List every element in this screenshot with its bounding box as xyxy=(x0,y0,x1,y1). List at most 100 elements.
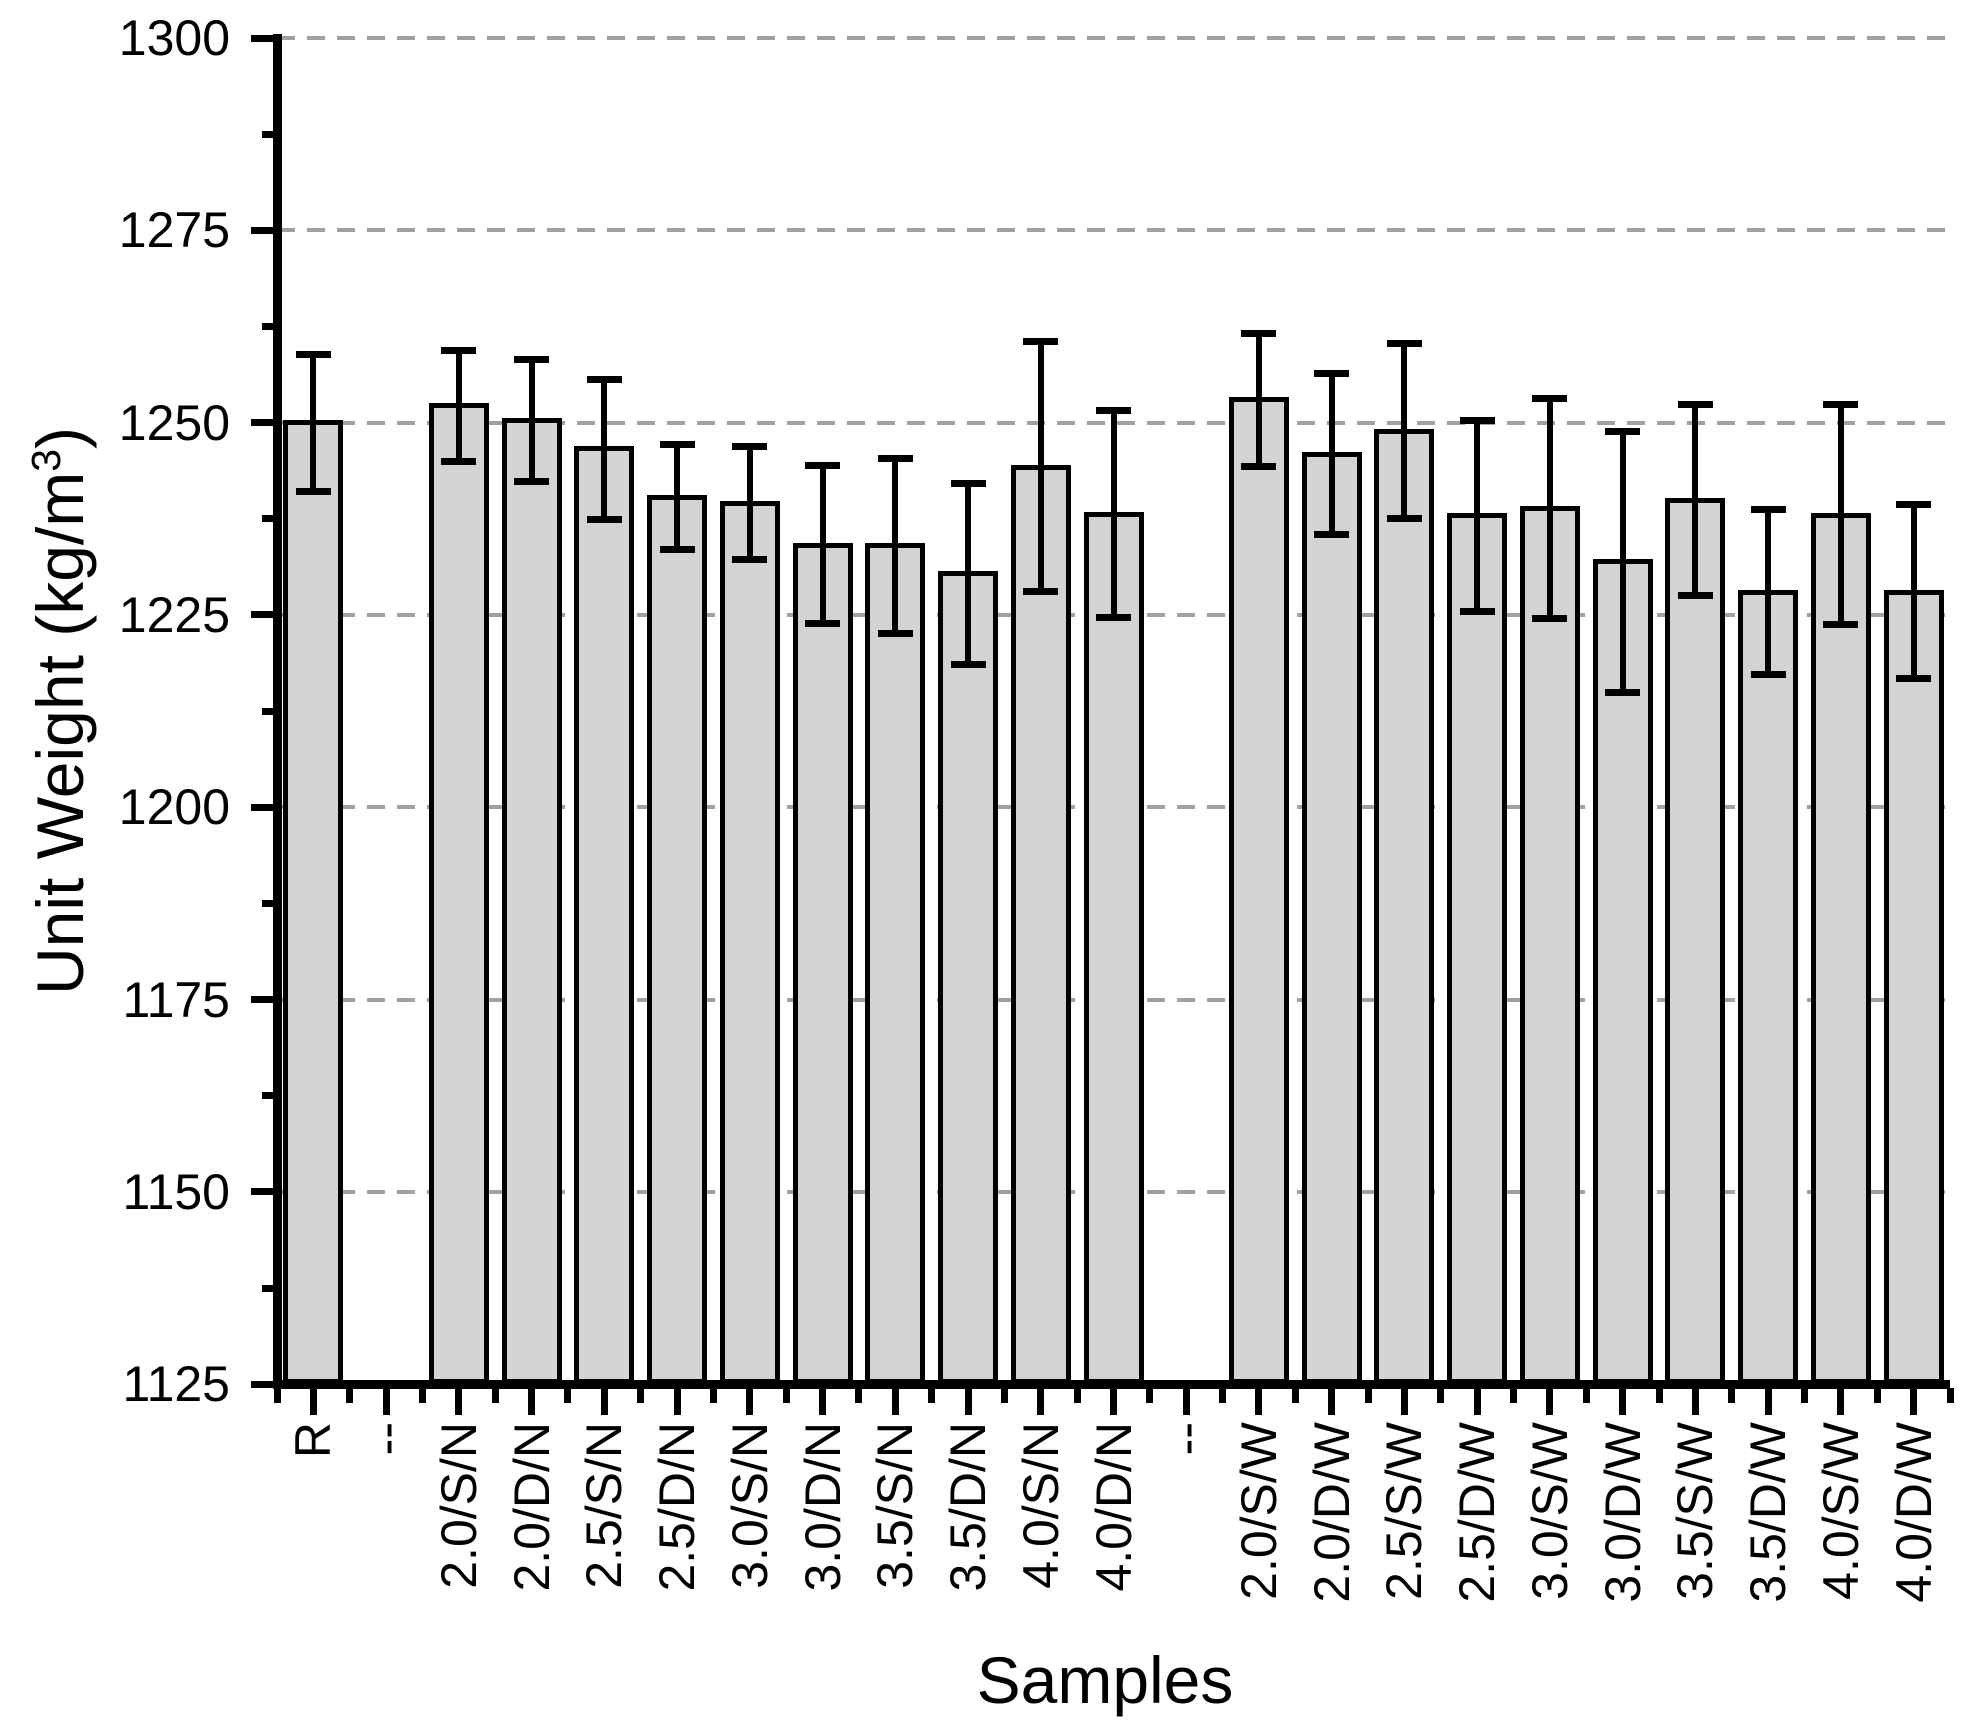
x-axis-minor-tick xyxy=(1801,1388,1809,1404)
x-tick-label: 3.0/S/W xyxy=(1521,1422,1578,1600)
error-bar-line xyxy=(1328,373,1335,535)
x-axis-major-tick xyxy=(1255,1388,1263,1416)
x-axis-minor-tick xyxy=(637,1388,645,1404)
error-bar-cap-top xyxy=(1823,400,1859,408)
gridline xyxy=(277,36,1950,40)
x-tick-label: 3.0/S/N xyxy=(721,1422,778,1589)
y-axis-minor-tick xyxy=(262,707,277,715)
error-bar-cap-bottom xyxy=(1532,614,1568,622)
x-tick-label: 3.5/D/N xyxy=(940,1422,997,1592)
x-tick-label: 4.0/D/N xyxy=(1085,1422,1142,1592)
x-axis-major-tick xyxy=(1619,1388,1627,1416)
error-bar-line xyxy=(1110,410,1117,618)
error-bar-line xyxy=(455,350,462,462)
bar xyxy=(1519,505,1580,1385)
x-axis-minor-tick xyxy=(1655,1388,1663,1404)
x-axis-minor-tick xyxy=(1291,1388,1299,1404)
x-axis-major-tick xyxy=(1691,1388,1699,1416)
y-axis-minor-tick xyxy=(262,899,277,907)
x-tick-label: 3.5/S/W xyxy=(1667,1422,1724,1600)
error-bar-cap-bottom xyxy=(514,477,550,485)
x-axis-minor-tick xyxy=(1146,1388,1154,1404)
error-bar-cap-top xyxy=(950,479,986,487)
error-bar-line xyxy=(1619,431,1626,693)
x-axis-major-tick xyxy=(964,1388,972,1416)
x-axis-minor-tick xyxy=(1582,1388,1590,1404)
y-axis-major-tick xyxy=(251,803,277,811)
y-axis-line xyxy=(272,33,282,1389)
error-bar-line xyxy=(1474,420,1481,612)
x-axis-minor-tick xyxy=(1510,1388,1518,1404)
x-axis-minor-tick xyxy=(491,1388,499,1404)
bar xyxy=(1374,429,1435,1385)
y-axis-major-tick xyxy=(251,996,277,1004)
error-bar-line xyxy=(819,465,826,624)
error-bar-line xyxy=(892,458,899,634)
x-axis-major-tick xyxy=(1910,1388,1918,1416)
bar xyxy=(1810,513,1871,1385)
y-axis-major-tick xyxy=(251,1188,277,1196)
y-axis-major-tick xyxy=(251,1380,277,1388)
bar xyxy=(501,417,562,1385)
y-axis-major-tick xyxy=(251,226,277,234)
x-tick-label: 3.0/D/W xyxy=(1594,1422,1651,1603)
error-bar-cap-bottom xyxy=(805,619,841,627)
x-axis-minor-tick xyxy=(1873,1388,1881,1404)
error-bar-cap-bottom xyxy=(1023,587,1059,595)
error-bar-cap-bottom xyxy=(1314,531,1350,539)
error-bar-cap-bottom xyxy=(1823,621,1859,629)
x-tick-label: 3.5/D/W xyxy=(1740,1422,1797,1603)
x-axis-minor-tick xyxy=(564,1388,572,1404)
bar xyxy=(1083,512,1144,1385)
x-axis-major-tick xyxy=(891,1388,899,1416)
x-axis-line xyxy=(272,1379,1950,1389)
x-tick-label: -- xyxy=(1158,1422,1215,1456)
error-bar-cap-top xyxy=(1605,428,1641,436)
bar xyxy=(283,420,344,1385)
x-axis-major-tick xyxy=(1400,1388,1408,1416)
error-bar-cap-top xyxy=(732,443,768,450)
x-tick-label: 3.0/D/N xyxy=(794,1422,851,1592)
x-tick-label: R xyxy=(285,1422,342,1459)
bar xyxy=(1447,513,1508,1385)
bar xyxy=(938,570,999,1385)
x-axis-minor-tick xyxy=(1000,1388,1008,1404)
bar xyxy=(1010,464,1071,1385)
y-axis-minor-tick xyxy=(262,1092,277,1100)
x-tick-label: 3.5/S/N xyxy=(867,1422,924,1589)
error-bar-cap-top xyxy=(659,441,695,449)
x-tick-label: 2.0/S/N xyxy=(430,1422,487,1589)
error-bar-cap-bottom xyxy=(877,629,913,637)
error-bar-cap-bottom xyxy=(1605,689,1641,697)
error-bar-line xyxy=(1910,504,1917,679)
x-axis-major-tick xyxy=(382,1388,390,1416)
bar xyxy=(719,500,780,1385)
y-axis-title-superscript: 3 xyxy=(23,448,69,472)
x-axis-minor-tick xyxy=(709,1388,717,1404)
error-bar-cap-top xyxy=(1677,400,1713,408)
x-axis-minor-tick xyxy=(1728,1388,1736,1404)
bar xyxy=(647,494,708,1385)
error-bar-cap-top xyxy=(805,462,841,470)
x-tick-label: 2.0/S/W xyxy=(1230,1422,1287,1600)
y-axis-title-close: ) xyxy=(23,427,97,449)
bar xyxy=(428,403,489,1385)
error-bar-line xyxy=(965,483,972,665)
x-axis-minor-tick xyxy=(928,1388,936,1404)
x-axis-major-tick xyxy=(1764,1388,1772,1416)
error-bar-cap-top xyxy=(295,351,331,359)
y-axis-title: Unit Weight (kg/m3) xyxy=(23,361,97,1061)
x-axis-title: Samples xyxy=(976,1643,1234,1717)
x-axis-major-tick xyxy=(1546,1388,1554,1416)
error-bar-line xyxy=(746,446,753,560)
x-axis-minor-tick xyxy=(855,1388,863,1404)
error-bar-cap-bottom xyxy=(732,556,768,564)
error-bar-line xyxy=(674,444,681,550)
y-axis-major-tick xyxy=(251,611,277,619)
error-bar-cap-bottom xyxy=(1241,463,1277,470)
x-axis-minor-tick xyxy=(1437,1388,1445,1404)
x-axis-minor-tick xyxy=(346,1388,354,1404)
y-axis-title-text: Unit Weight (kg/m xyxy=(23,471,97,996)
y-tick-label: 1300 xyxy=(118,10,230,66)
